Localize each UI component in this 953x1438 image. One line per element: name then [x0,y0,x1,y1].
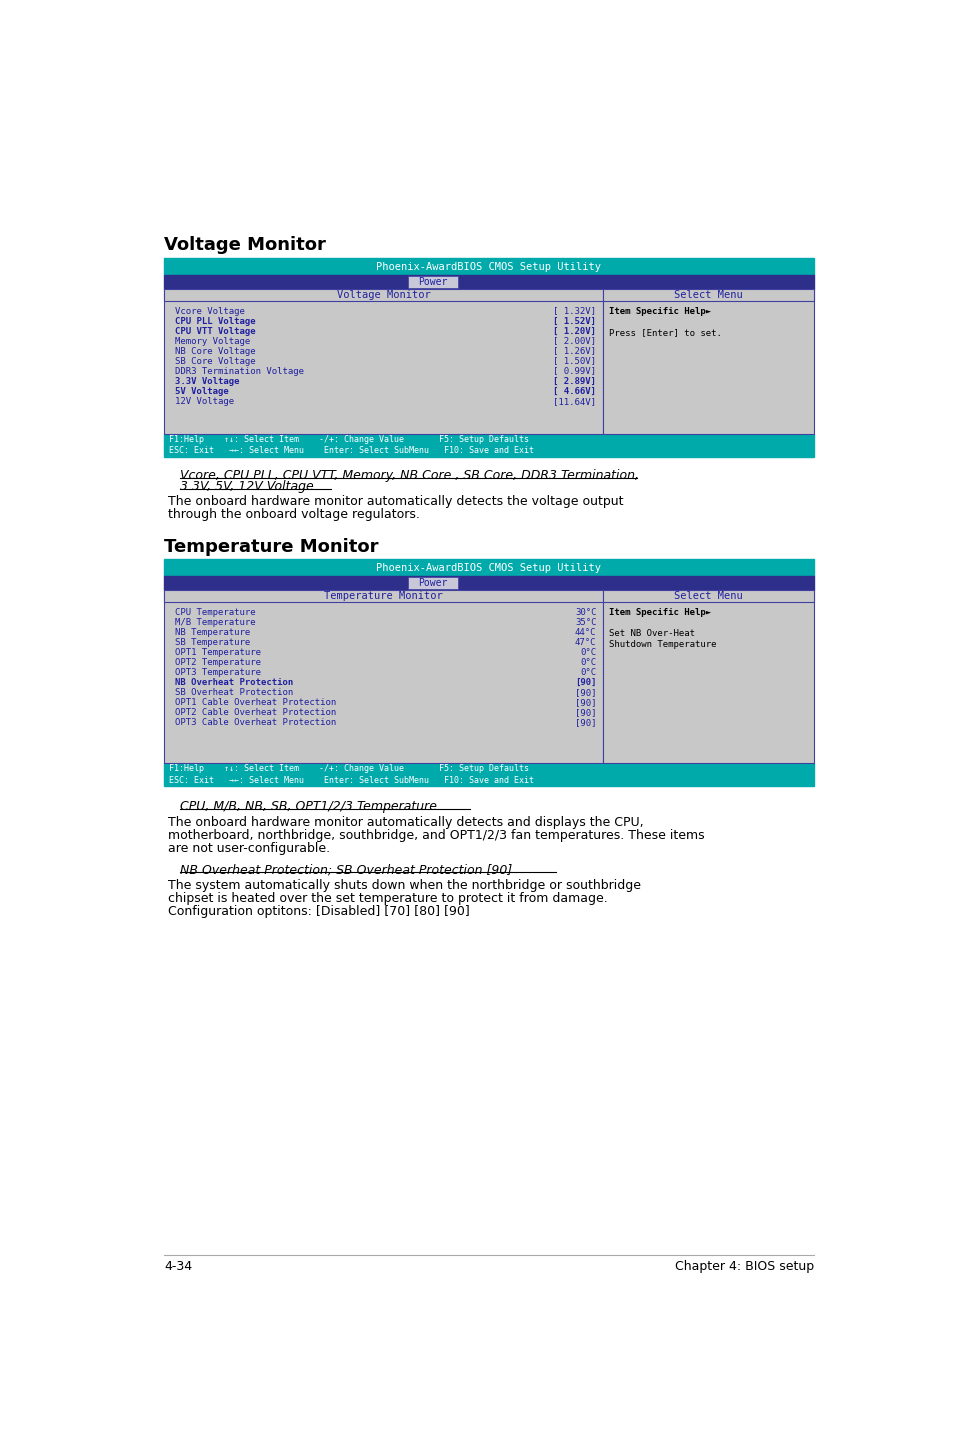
Text: Voltage Monitor: Voltage Monitor [164,236,326,255]
Bar [602,590,813,603]
Text: F1:Help    ↑↓: Select Item    -/+: Change Value       F5: Setup Defaults: F1:Help ↑↓: Select Item -/+: Change Valu… [169,434,528,444]
Text: Press [Enter] to set.: Press [Enter] to set. [608,328,720,336]
Text: [ 4.66V]: [ 4.66V] [553,387,596,395]
Text: 4-34: 4-34 [164,1260,193,1273]
Text: chipset is heated over the set temperature to protect it from damage.: chipset is heated over the set temperatu… [168,892,607,905]
Bar [164,257,813,275]
Text: Phoenix-AwardBIOS CMOS Setup Utility: Phoenix-AwardBIOS CMOS Setup Utility [376,262,600,272]
Bar [164,775,813,787]
Text: 44°C: 44°C [575,627,596,637]
Text: Shutdown Temperature: Shutdown Temperature [608,640,716,649]
Text: The onboard hardware monitor automatically detects the voltage output: The onboard hardware monitor automatical… [168,495,623,508]
Text: 5V Voltage: 5V Voltage [174,387,229,395]
Text: CPU PLL Voltage: CPU PLL Voltage [174,316,255,325]
Text: CPU, M/B, NB, SB, OPT1/2/3 Temperature: CPU, M/B, NB, SB, OPT1/2/3 Temperature [179,800,436,812]
Bar [164,764,813,775]
Text: [90]: [90] [575,687,596,696]
Text: [90]: [90] [575,697,596,706]
Text: OPT2 Temperature: OPT2 Temperature [174,657,261,667]
Text: SB Temperature: SB Temperature [174,637,250,647]
Text: CPU Temperature: CPU Temperature [174,608,255,617]
Text: 0°C: 0°C [579,647,596,657]
Text: OPT1 Temperature: OPT1 Temperature [174,647,261,657]
Text: NB Overheat Protection; SB Overheat Protection [90]: NB Overheat Protection; SB Overheat Prot… [179,863,512,876]
Bar [164,446,813,457]
Text: [ 1.50V]: [ 1.50V] [553,357,596,365]
Text: through the onboard voltage regulators.: through the onboard voltage regulators. [168,508,419,522]
Text: Item Specific Help►: Item Specific Help► [608,306,710,315]
Text: [90]: [90] [575,718,596,726]
Text: NB Overheat Protection: NB Overheat Protection [174,677,293,687]
Text: Chapter 4: BIOS setup: Chapter 4: BIOS setup [674,1260,813,1273]
Text: [ 1.26V]: [ 1.26V] [553,347,596,355]
Bar [164,275,813,289]
Text: ESC: Exit   →←: Select Menu    Enter: Select SubMenu   F10: Save and Exit: ESC: Exit →←: Select Menu Enter: Select … [169,446,534,456]
Text: are not user-configurable.: are not user-configurable. [168,841,330,854]
Bar [164,289,602,434]
Bar [164,434,813,446]
Text: Item Specific Help►: Item Specific Help► [608,608,710,617]
Text: 30°C: 30°C [575,608,596,617]
Text: OPT3 Cable Overheat Protection: OPT3 Cable Overheat Protection [174,718,336,726]
Bar [602,289,813,301]
Text: Select Menu: Select Menu [673,591,741,601]
Text: NB Core Voltage: NB Core Voltage [174,347,255,355]
Text: Vcore, CPU PLL, CPU VTT, Memory, NB Core , SB Core, DDR3 Termination,: Vcore, CPU PLL, CPU VTT, Memory, NB Core… [179,469,638,482]
Text: Select Menu: Select Menu [673,290,741,301]
Bar [602,289,813,434]
Text: [ 2.00V]: [ 2.00V] [553,336,596,345]
Text: Memory Voltage: Memory Voltage [174,336,250,345]
Bar [164,559,813,577]
Text: SB Core Voltage: SB Core Voltage [174,357,255,365]
Text: [ 2.89V]: [ 2.89V] [553,377,596,385]
Text: 12V Voltage: 12V Voltage [174,397,233,406]
Text: Temperature Monitor: Temperature Monitor [164,538,378,555]
Bar [602,590,813,764]
Bar [407,577,457,590]
Text: motherboard, northbridge, southbridge, and OPT1/2/3 fan temperatures. These item: motherboard, northbridge, southbridge, a… [168,828,704,841]
Text: Phoenix-AwardBIOS CMOS Setup Utility: Phoenix-AwardBIOS CMOS Setup Utility [376,562,600,572]
Text: Configuration optitons: [Disabled] [70] [80] [90]: Configuration optitons: [Disabled] [70] … [168,905,469,917]
Text: 3.3V Voltage: 3.3V Voltage [174,377,239,385]
Text: [ 1.20V]: [ 1.20V] [553,326,596,335]
Text: Voltage Monitor: Voltage Monitor [336,290,430,301]
Text: F1:Help    ↑↓: Select Item    -/+: Change Value       F5: Setup Defaults: F1:Help ↑↓: Select Item -/+: Change Valu… [169,765,528,774]
Bar [164,590,602,603]
Text: Power: Power [417,278,447,288]
Text: Set NB Over-Heat: Set NB Over-Heat [608,630,694,638]
Text: OPT2 Cable Overheat Protection: OPT2 Cable Overheat Protection [174,707,336,716]
Text: 3.3V, 5V, 12V Voltage: 3.3V, 5V, 12V Voltage [179,480,314,493]
Text: DDR3 Termination Voltage: DDR3 Termination Voltage [174,367,304,375]
Bar [164,577,813,590]
Text: [ 1.52V]: [ 1.52V] [553,316,596,325]
Text: Power: Power [417,578,447,588]
Text: NB Temperature: NB Temperature [174,627,250,637]
Text: 47°C: 47°C [575,637,596,647]
Bar [407,276,457,288]
Text: [11.64V]: [11.64V] [553,397,596,406]
Text: The system automatically shuts down when the northbridge or southbridge: The system automatically shuts down when… [168,879,640,892]
Text: Vcore Voltage: Vcore Voltage [174,306,245,315]
Text: 35°C: 35°C [575,617,596,627]
Text: SB Overheat Protection: SB Overheat Protection [174,687,293,696]
Text: M/B Temperature: M/B Temperature [174,617,255,627]
Text: The onboard hardware monitor automatically detects and displays the CPU,: The onboard hardware monitor automatical… [168,815,643,828]
Bar [164,590,602,764]
Bar [164,289,602,301]
Text: [90]: [90] [575,677,596,687]
Text: [ 1.32V]: [ 1.32V] [553,306,596,315]
Text: [ 0.99V]: [ 0.99V] [553,367,596,375]
Text: OPT1 Cable Overheat Protection: OPT1 Cable Overheat Protection [174,697,336,706]
Text: ESC: Exit   →←: Select Menu    Enter: Select SubMenu   F10: Save and Exit: ESC: Exit →←: Select Menu Enter: Select … [169,777,534,785]
Text: CPU VTT Voltage: CPU VTT Voltage [174,326,255,335]
Text: 0°C: 0°C [579,657,596,667]
Text: OPT3 Temperature: OPT3 Temperature [174,667,261,677]
Text: Temperature Monitor: Temperature Monitor [324,591,442,601]
Text: 0°C: 0°C [579,667,596,677]
Text: [90]: [90] [575,707,596,716]
